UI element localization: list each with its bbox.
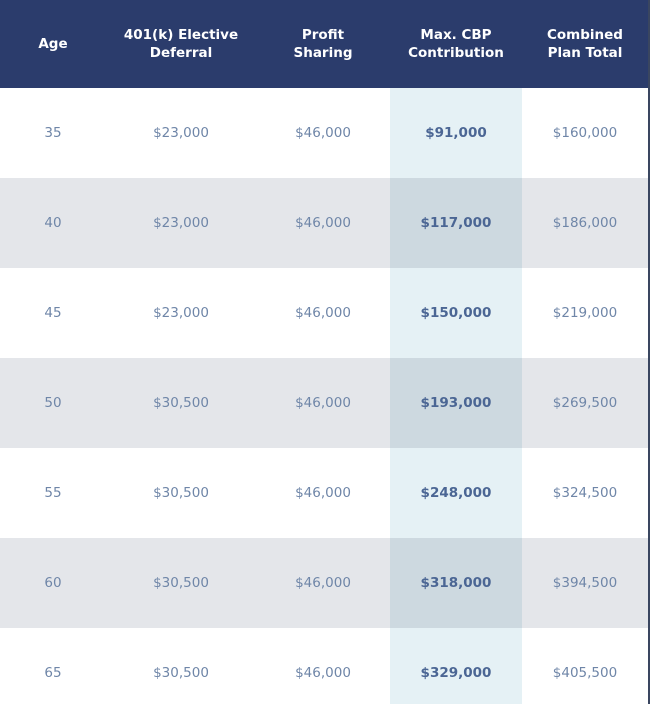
amount-cell: $23,000: [153, 215, 209, 231]
amount-cell: $23,000: [153, 125, 209, 141]
amount-cell: $193,000: [390, 358, 522, 448]
amount-cell: $150,000: [390, 268, 522, 358]
table-row: 50 $30,500 $46,000 $193,000 $269,500: [0, 358, 648, 448]
table-row: 40 $23,000 $46,000 $117,000 $186,000: [0, 178, 648, 268]
amount-cell: $324,500: [552, 485, 618, 501]
table-row: 55 $30,500 $46,000 $248,000 $324,500: [0, 448, 648, 538]
age-cell: 55: [44, 485, 62, 501]
age-cell: 45: [44, 305, 62, 321]
amount-cell: $405,500: [552, 665, 618, 681]
table-body: 35 $23,000 $46,000 $91,000 $160,000 40 $23,000…: [0, 88, 648, 704]
column-header: Profit Sharing: [293, 27, 353, 61]
table-row: 60 $30,500 $46,000 $318,000 $394,500: [0, 538, 648, 628]
amount-cell: $186,000: [552, 215, 618, 231]
age-cell: 60: [44, 575, 62, 591]
age-cell: 40: [44, 215, 62, 231]
table-row: 35 $23,000 $46,000 $91,000 $160,000: [0, 88, 648, 178]
amount-cell: $269,500: [552, 395, 618, 411]
amount-cell: $318,000: [390, 538, 522, 628]
column-header: Combined Plan Total: [547, 27, 623, 61]
amount-cell: $248,000: [390, 448, 522, 538]
amount-cell: $329,000: [390, 628, 522, 704]
age-cell: 50: [44, 395, 62, 411]
amount-cell: $46,000: [295, 125, 351, 141]
amount-cell: $394,500: [552, 575, 618, 591]
amount-cell: $46,000: [295, 215, 351, 231]
amount-cell: $160,000: [552, 125, 618, 141]
amount-cell: $46,000: [295, 575, 351, 591]
column-header: 401(k) Elective Deferral: [123, 27, 239, 61]
amount-cell: $23,000: [153, 305, 209, 321]
amount-cell: $219,000: [552, 305, 618, 321]
amount-cell: $30,500: [153, 575, 209, 591]
amount-cell: $91,000: [390, 88, 522, 178]
age-cell: 65: [44, 665, 62, 681]
amount-cell: $30,500: [153, 395, 209, 411]
amount-cell: $46,000: [295, 485, 351, 501]
table-row: 45 $23,000 $46,000 $150,000 $219,000: [0, 268, 648, 358]
table-header: Age 401(k) Elective Deferral Profit Sharin…: [0, 0, 648, 88]
column-header: Max. CBP Contribution: [408, 27, 504, 61]
amount-cell: $117,000: [390, 178, 522, 268]
age-cell: 35: [44, 125, 62, 141]
amount-cell: $46,000: [295, 395, 351, 411]
amount-cell: $30,500: [153, 485, 209, 501]
amount-cell: $30,500: [153, 665, 209, 681]
amount-cell: $46,000: [295, 665, 351, 681]
table-row: 65 $30,500 $46,000 $329,000 $405,500: [0, 628, 648, 704]
amount-cell: $46,000: [295, 305, 351, 321]
column-header: Age: [38, 36, 68, 52]
